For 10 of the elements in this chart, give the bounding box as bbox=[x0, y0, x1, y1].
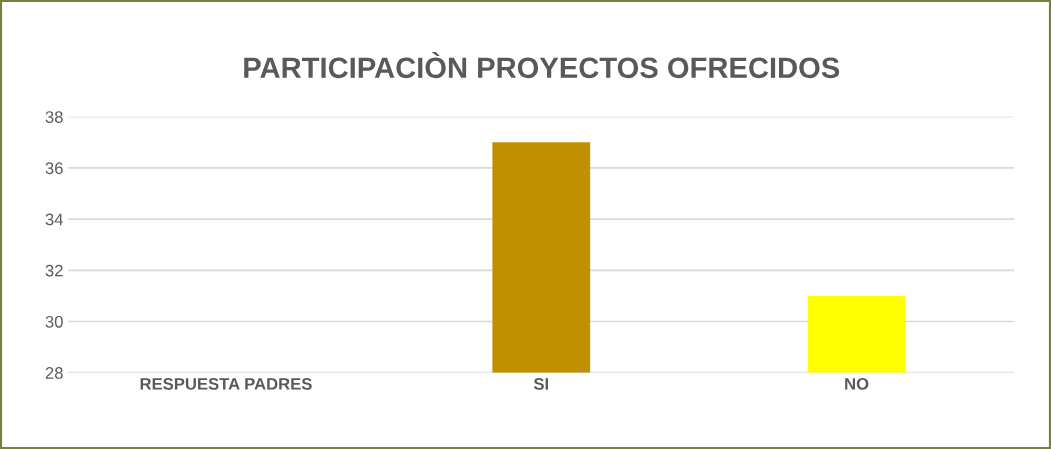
x-tick-label: NO bbox=[845, 377, 869, 390]
y-tick-label: 30 bbox=[45, 315, 63, 328]
y-tick-label: 36 bbox=[45, 162, 63, 175]
y-tick-label: 34 bbox=[45, 213, 63, 226]
x-tick-label: RESPUESTA PADRES bbox=[140, 377, 312, 390]
y-tick-label: 28 bbox=[45, 367, 63, 379]
x-tick-label: SI bbox=[533, 377, 549, 390]
chart-title: PARTICIPACIÒN PROYECTOS OFRECIDOS bbox=[244, 52, 840, 79]
y-tick-label: 38 bbox=[45, 111, 63, 123]
y-tick-label: 32 bbox=[45, 264, 63, 277]
